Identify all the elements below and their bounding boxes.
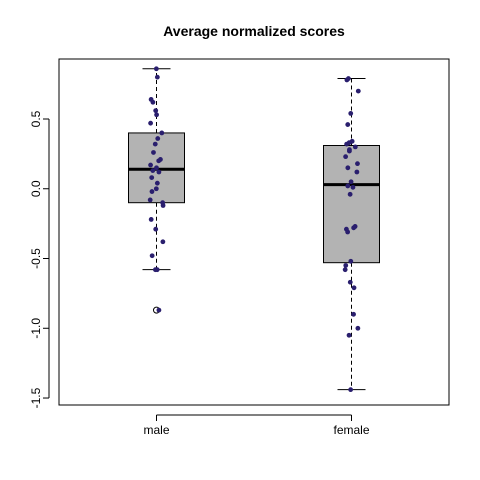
data-point [154, 165, 159, 171]
data-point [351, 311, 356, 317]
data-point [344, 77, 350, 83]
data-point [348, 258, 354, 264]
data-point [153, 226, 159, 232]
chart-title: Average normalized scores [163, 23, 345, 39]
data-point [160, 203, 166, 208]
data-point [151, 150, 156, 155]
data-point [153, 108, 159, 114]
data-point [149, 189, 155, 194]
data-point [355, 325, 361, 331]
data-points [147, 66, 361, 393]
data-point [160, 239, 166, 245]
data-point [346, 332, 352, 338]
data-point [348, 179, 354, 185]
x-tick-label: female [333, 423, 369, 437]
data-point [156, 169, 162, 175]
data-point [148, 120, 153, 126]
data-point [153, 66, 159, 72]
box-iqr [323, 145, 380, 264]
x-axis: male female [143, 414, 370, 437]
data-point [152, 141, 158, 147]
boxes [128, 68, 380, 391]
data-point [345, 122, 351, 127]
data-point [149, 175, 155, 180]
data-point [154, 112, 159, 118]
data-point [159, 130, 165, 136]
data-point [342, 267, 348, 273]
y-axis: -1.5 -1.0 -0.5 0.0 0.5 [29, 110, 50, 408]
data-point [352, 144, 358, 150]
y-tick-label: 0.0 [29, 180, 43, 197]
data-point [355, 161, 360, 167]
data-point [154, 267, 160, 273]
data-point [344, 141, 350, 147]
data-point [345, 183, 351, 189]
y-tick-label: -1.0 [29, 318, 43, 339]
data-point [345, 165, 351, 171]
data-point [156, 307, 162, 313]
data-point [345, 229, 351, 235]
data-point [347, 191, 353, 197]
data-point [150, 99, 156, 105]
data-point [347, 148, 352, 154]
data-point [355, 88, 361, 94]
plot-frame [58, 58, 450, 406]
data-point [154, 74, 160, 80]
data-point [148, 162, 153, 168]
box-female [323, 78, 380, 391]
data-point [348, 111, 354, 116]
data-point [153, 186, 159, 192]
data-point [343, 154, 349, 160]
data-point [150, 168, 156, 174]
data-point [348, 387, 354, 393]
data-point [351, 225, 357, 231]
y-tick-label: 0.5 [29, 110, 43, 127]
data-point [354, 169, 360, 175]
data-point [350, 184, 356, 190]
data-point [351, 285, 357, 291]
data-point [154, 180, 160, 186]
data-point [148, 217, 154, 222]
y-tick-label: -1.5 [29, 387, 43, 408]
data-point [155, 136, 161, 141]
x-tick-label: male [143, 423, 169, 437]
y-tick-label: -0.5 [29, 248, 43, 269]
data-point [343, 263, 349, 268]
data-point [147, 197, 153, 203]
data-point [156, 158, 162, 164]
data-point [347, 279, 353, 285]
data-point [149, 253, 155, 259]
